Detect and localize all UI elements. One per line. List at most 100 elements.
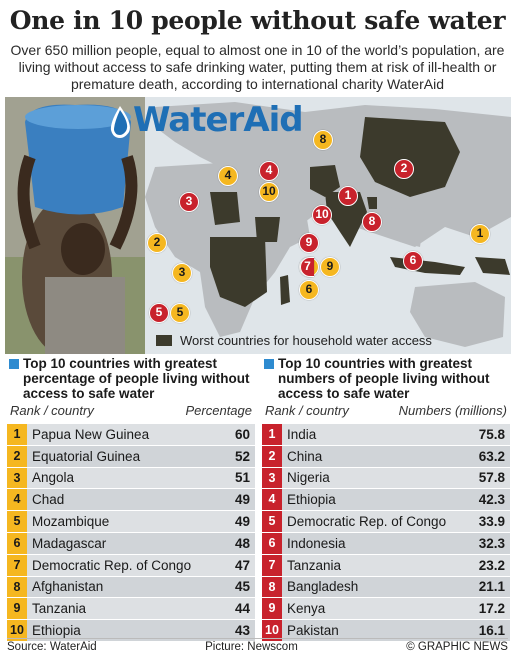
table-row: 7 Tanzania 23.2 <box>262 554 510 576</box>
rank-badge: 1 <box>262 424 282 445</box>
rank-badge: 6 <box>262 532 282 554</box>
table-row: 4 Chad 49 <box>7 489 255 511</box>
map-marker-pct-10: 10 <box>259 182 279 202</box>
country-name: Chad <box>32 492 65 508</box>
heading-square-icon <box>9 359 19 369</box>
table-row: 10 Pakistan 16.1 <box>262 620 510 641</box>
hero-map <box>5 97 511 354</box>
percentage-table-rows: 1 Papua New Guinea 60 2 Equatorial Guinea 52 3… <box>7 423 255 641</box>
map-marker-num-10: 10 <box>312 205 332 225</box>
country-name: Ethiopia <box>32 623 81 639</box>
country-value: 52 <box>234 448 250 464</box>
map-marker-pct-8: 8 <box>313 130 333 150</box>
copyright: © GRAPHIC NEWS <box>406 641 508 653</box>
map-marker-pct-1: 1 <box>470 224 490 244</box>
rank-badge: 9 <box>262 598 282 620</box>
rank-badge: 6 <box>7 532 27 554</box>
rank-badge: 3 <box>7 467 27 489</box>
country-name: Afghanistan <box>32 579 104 595</box>
map-legend: Worst countries for household water acce… <box>156 333 432 348</box>
country-value: 33.9 <box>478 514 505 530</box>
table-row: 2 Equatorial Guinea 52 <box>7 445 255 467</box>
country-value: 43 <box>234 623 250 639</box>
map-marker-num-3: 3 <box>179 192 199 212</box>
country-value: 23.2 <box>478 557 505 573</box>
wateraid-logo: WaterAid <box>133 100 304 140</box>
rank-badge: 9 <box>7 598 27 620</box>
col-rank-country: Rank / country <box>265 403 349 418</box>
legend-label: Worst countries for household water acce… <box>180 333 432 348</box>
country-value: 47 <box>234 557 250 573</box>
map-marker-pct-5: 5 <box>170 303 190 323</box>
country-name: Ethiopia <box>287 492 336 508</box>
country-name: Papua New Guinea <box>32 426 150 442</box>
rank-badge: 10 <box>7 620 27 641</box>
heading-square-icon <box>264 359 274 369</box>
picture-credit: Picture: Newscom <box>205 641 298 653</box>
map-marker-pct-2: 2 <box>147 233 167 253</box>
table-row: 4 Ethiopia 42.3 <box>262 489 510 511</box>
table-row: 6 Madagascar 48 <box>7 532 255 554</box>
table-row: 7 Democratic Rep. of Congo 47 <box>7 554 255 576</box>
map-marker-pct-4: 4 <box>218 166 238 186</box>
country-name: Pakistan <box>287 623 339 639</box>
country-value: 48 <box>234 535 250 551</box>
rank-badge: 3 <box>262 467 282 489</box>
country-name: Angola <box>32 470 75 486</box>
map-marker-num-6: 6 <box>403 251 423 271</box>
rank-badge: 8 <box>7 576 27 598</box>
country-name: Equatorial Guinea <box>32 448 141 464</box>
country-name: China <box>287 448 323 464</box>
country-name: Kenya <box>287 601 326 617</box>
col-rank-country: Rank / country <box>10 403 94 418</box>
country-value: 57.8 <box>478 470 505 486</box>
country-value: 16.1 <box>478 623 505 639</box>
table-row: 8 Bangladesh 21.1 <box>262 576 510 598</box>
table-row: 9 Tanzania 44 <box>7 598 255 620</box>
rank-badge: 5 <box>7 511 27 532</box>
table-row: 1 India 75.8 <box>262 424 510 445</box>
country-value: 42.3 <box>478 492 505 508</box>
table-row: 1 Papua New Guinea 60 <box>7 424 255 445</box>
map-marker-num-4: 4 <box>259 161 279 181</box>
rank-badge: 8 <box>262 576 282 598</box>
percentage-table: Top 10 countries with greatest percentag… <box>7 356 255 642</box>
rank-badge: 7 <box>262 554 282 576</box>
page-title: One in 10 people without safe water <box>9 6 506 35</box>
rank-badge: 7 <box>7 554 27 576</box>
map-marker-num-7: 7 <box>300 257 314 277</box>
country-value: 45 <box>234 579 250 595</box>
country-value: 60 <box>234 426 250 442</box>
table-row: 3 Nigeria 57.8 <box>262 467 510 489</box>
country-value: 49 <box>234 492 250 508</box>
map-marker-num-9: 9 <box>299 233 319 253</box>
footer: Source: WaterAid Picture: Newscom © GRAP… <box>7 638 508 653</box>
rank-badge: 5 <box>262 511 282 532</box>
country-name: Madagascar <box>32 535 107 551</box>
rank-badge: 4 <box>7 489 27 511</box>
country-name: Democratic Rep. of Congo <box>287 514 447 530</box>
country-value: 21.1 <box>478 579 505 595</box>
country-value: 49 <box>234 514 250 530</box>
map-marker-num-1: 1 <box>338 186 358 206</box>
table-row: 6 Indonesia 32.3 <box>262 532 510 554</box>
country-name: Tanzania <box>32 601 87 617</box>
map-marker-num-8: 8 <box>362 212 382 232</box>
country-value: 51 <box>234 470 250 486</box>
table-row: 9 Kenya 17.2 <box>262 598 510 620</box>
table-row: 3 Angola 51 <box>7 467 255 489</box>
country-value: 63.2 <box>478 448 505 464</box>
country-value: 32.3 <box>478 535 505 551</box>
rank-badge: 4 <box>262 489 282 511</box>
rank-badge: 2 <box>262 445 282 467</box>
percentage-table-columns: Rank / country Percentage <box>7 403 255 423</box>
table-row: 10 Ethiopia 43 <box>7 620 255 641</box>
wateraid-drop-icon <box>110 106 130 138</box>
numbers-table: Top 10 countries with greatest numbers o… <box>262 356 510 642</box>
country-name: Bangladesh <box>287 579 359 595</box>
map-marker-num-2: 2 <box>394 159 414 179</box>
rank-badge: 10 <box>262 620 282 641</box>
country-value: 17.2 <box>478 601 505 617</box>
map-marker-pct-9: 9 <box>320 257 340 277</box>
country-value: 75.8 <box>478 426 505 442</box>
